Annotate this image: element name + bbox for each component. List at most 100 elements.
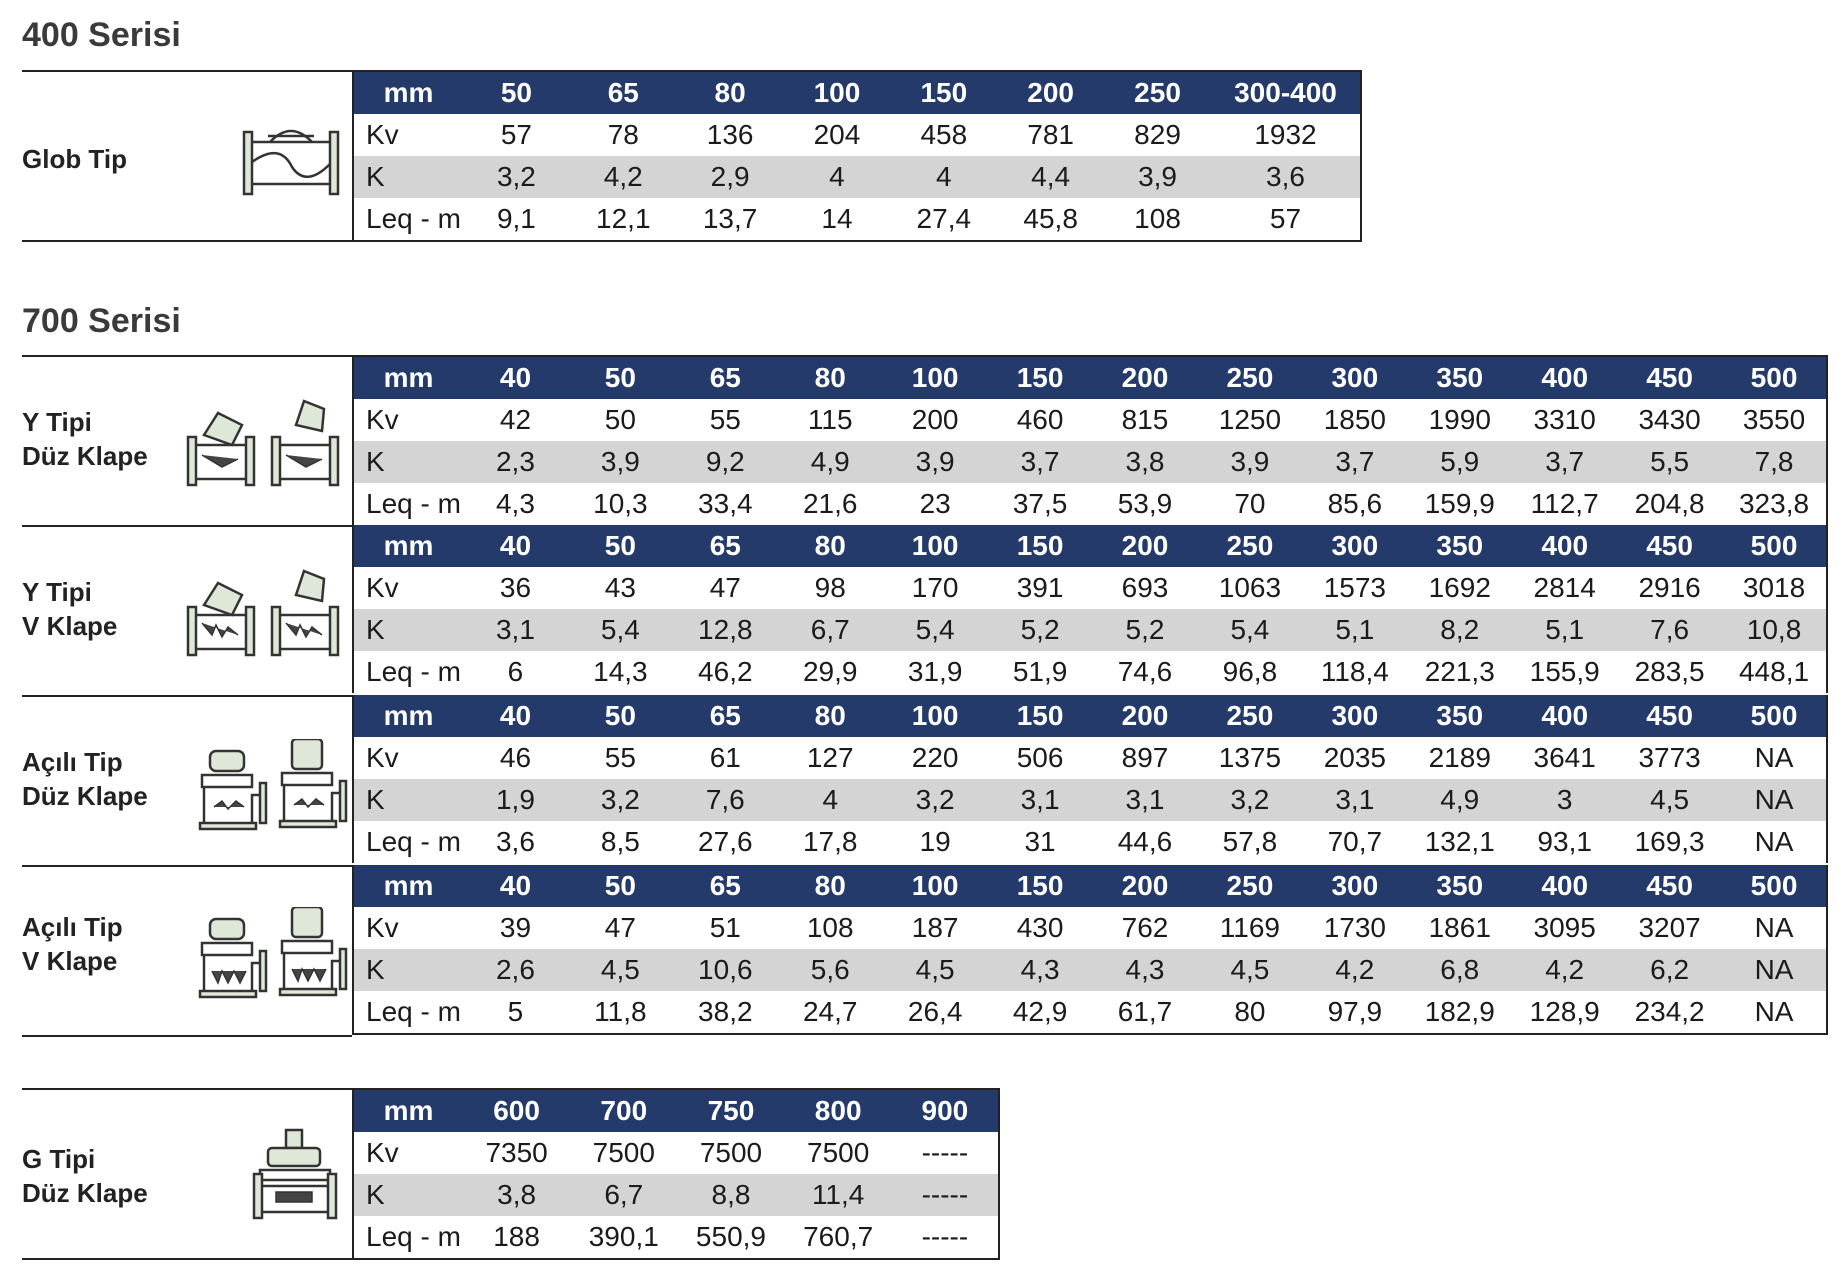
leq-label: Leq - m — [366, 488, 461, 519]
kv-cell: 3641 — [1533, 742, 1596, 773]
k-cell: 9,2 — [672, 441, 778, 483]
kv-cell: 2916 — [1638, 572, 1701, 603]
section-title-700: 700 Serisi — [22, 302, 181, 340]
leq-cell: 204,8 — [1634, 488, 1705, 519]
leq-cell: 70 — [1234, 488, 1266, 519]
size-cell: 50 — [567, 525, 673, 567]
kv-cell: 1861 — [1428, 912, 1491, 943]
k-cell: NA — [1722, 779, 1827, 821]
header-label: mm — [353, 525, 463, 567]
row-label: G Tipi Düz Klape — [22, 1144, 148, 1208]
row-label: Y Tipi Düz Klape — [22, 407, 148, 471]
size-cell: 250 — [1197, 865, 1303, 907]
size-cell: 200 — [1092, 695, 1198, 737]
table-700-y-duz: mm 40 50 65 80 100 150 200 250 300 350 4… — [352, 355, 1828, 525]
header-row: mm 40 50 65 80 100 150 200 250 300 350 4… — [353, 356, 1827, 399]
size-cell: 100 — [783, 71, 891, 114]
k-cell: 12,8 — [672, 609, 778, 651]
k-cell: 3,2 — [1197, 779, 1303, 821]
kv-cell: 220 — [911, 742, 959, 773]
size-cell: 100 — [882, 865, 988, 907]
k-cell: 11,4 — [784, 1174, 892, 1216]
kv-cell: 762 — [1121, 912, 1169, 943]
y-type-v-valve-icon — [186, 569, 340, 657]
block-400-glob: Glob Tip mm 50 65 80 100 150 200 250 300… — [22, 70, 1362, 246]
k-row: K 2,3 3,9 9,2 4,9 3,9 3,7 3,8 3,9 3,7 5,… — [353, 441, 1827, 483]
kv-cell: 1250 — [1218, 404, 1282, 435]
kv-cell: 2035 — [1323, 742, 1386, 773]
leq-cell: 234,2 — [1617, 991, 1723, 1035]
size-cell: 450 — [1617, 695, 1723, 737]
leq-row: Leq - m 3,6 8,5 27,6 17,8 19 31 44,6 57,… — [353, 821, 1827, 863]
k-cell: 4,5 — [1197, 949, 1303, 991]
size-cell: 750 — [677, 1089, 785, 1132]
k-cell: 7,8 — [1722, 441, 1827, 483]
leq-cell: 182,9 — [1407, 991, 1513, 1035]
kv-cell: 460 — [1016, 404, 1064, 435]
k-cell: 3,9 — [882, 441, 988, 483]
kv-cell: ----- — [921, 1137, 969, 1168]
size-cell: 500 — [1722, 695, 1827, 737]
k-cell: 3,1 — [1302, 779, 1408, 821]
kv-label: Kv — [366, 404, 399, 435]
size-cell: 400 — [1512, 356, 1618, 399]
k-cell: 6,8 — [1407, 949, 1513, 991]
size-cell: 200 — [997, 71, 1105, 114]
leq-cell: 188 — [463, 1216, 571, 1260]
k-label: K — [353, 609, 463, 651]
kv-cell: 693 — [1121, 572, 1169, 603]
k-label: K — [353, 156, 463, 198]
leq-label: Leq - m — [366, 656, 461, 687]
leq-cell: 14,3 — [593, 656, 648, 687]
size-cell: 80 — [777, 865, 883, 907]
kv-cell: 136 — [706, 119, 754, 150]
kv-cell: 3095 — [1533, 912, 1596, 943]
size-cell: 50 — [567, 356, 673, 399]
leq-cell: 13,7 — [676, 198, 784, 242]
leq-cell: 29,9 — [802, 656, 858, 687]
kv-cell: 1730 — [1323, 912, 1386, 943]
table-700-acili-v: mm 40 50 65 80 100 150 200 250 300 350 4… — [352, 865, 1828, 1035]
leq-row: Leq - m 9,1 12,1 13,7 14 27,4 45,8 108 5… — [353, 198, 1361, 242]
size-cell: 40 — [463, 865, 568, 907]
size-cell: 300 — [1302, 356, 1408, 399]
kv-cell: 50 — [604, 404, 636, 435]
kv-cell: 39 — [499, 912, 532, 943]
k-cell: 5,6 — [777, 949, 883, 991]
kv-cell: 781 — [1027, 119, 1074, 150]
size-cell: 250 — [1197, 525, 1303, 567]
k-cell: 5,1 — [1302, 609, 1408, 651]
size-cell: 80 — [777, 356, 883, 399]
leq-cell: 550,9 — [677, 1216, 785, 1260]
size-cell: 400 — [1512, 865, 1618, 907]
kv-cell: 200 — [911, 404, 959, 435]
k-cell: 3,1 — [463, 609, 568, 651]
leq-row: Leq - m 4,3 10,3 33,4 21,6 23 37,5 53,9 … — [353, 483, 1827, 525]
kv-cell: 1990 — [1428, 404, 1491, 435]
kv-row: Kv 57 78 136 204 458 781 829 1932 — [353, 114, 1361, 156]
kv-cell: 2814 — [1533, 572, 1596, 603]
block-g-tipi: G Tipi Düz Klape mm 600 700 750 800 900 … — [22, 1088, 1000, 1264]
k-cell: 7,6 — [672, 779, 778, 821]
kv-cell: 3550 — [1742, 404, 1806, 435]
leq-cell: 3,6 — [495, 826, 535, 857]
size-cell: 50 — [567, 695, 673, 737]
leq-cell: 57 — [1211, 198, 1361, 242]
globe-valve-icon — [242, 129, 340, 196]
row-label: Açılı Tip Düz Klape — [22, 747, 148, 811]
leq-cell: 390,1 — [570, 1216, 678, 1260]
k-cell: 4,9 — [1407, 779, 1513, 821]
size-cell: 65 — [672, 695, 778, 737]
kv-cell: NA — [1754, 742, 1794, 773]
kv-cell: 3207 — [1638, 912, 1701, 943]
k-label: K — [353, 1174, 463, 1216]
size-cell: 65 — [672, 525, 778, 567]
kv-cell: 815 — [1121, 404, 1169, 435]
series-700: Y Tipi Düz Klape mm 40 50 65 80 100 150 … — [22, 355, 1828, 1037]
header-row: mm 600 700 750 800 900 — [353, 1089, 999, 1132]
leq-cell: 51,9 — [1012, 656, 1068, 687]
kv-cell: 3310 — [1533, 404, 1596, 435]
size-cell: 350 — [1407, 865, 1513, 907]
size-cell: 80 — [676, 71, 784, 114]
header-row: mm 40 50 65 80 100 150 200 250 300 350 4… — [353, 525, 1827, 567]
